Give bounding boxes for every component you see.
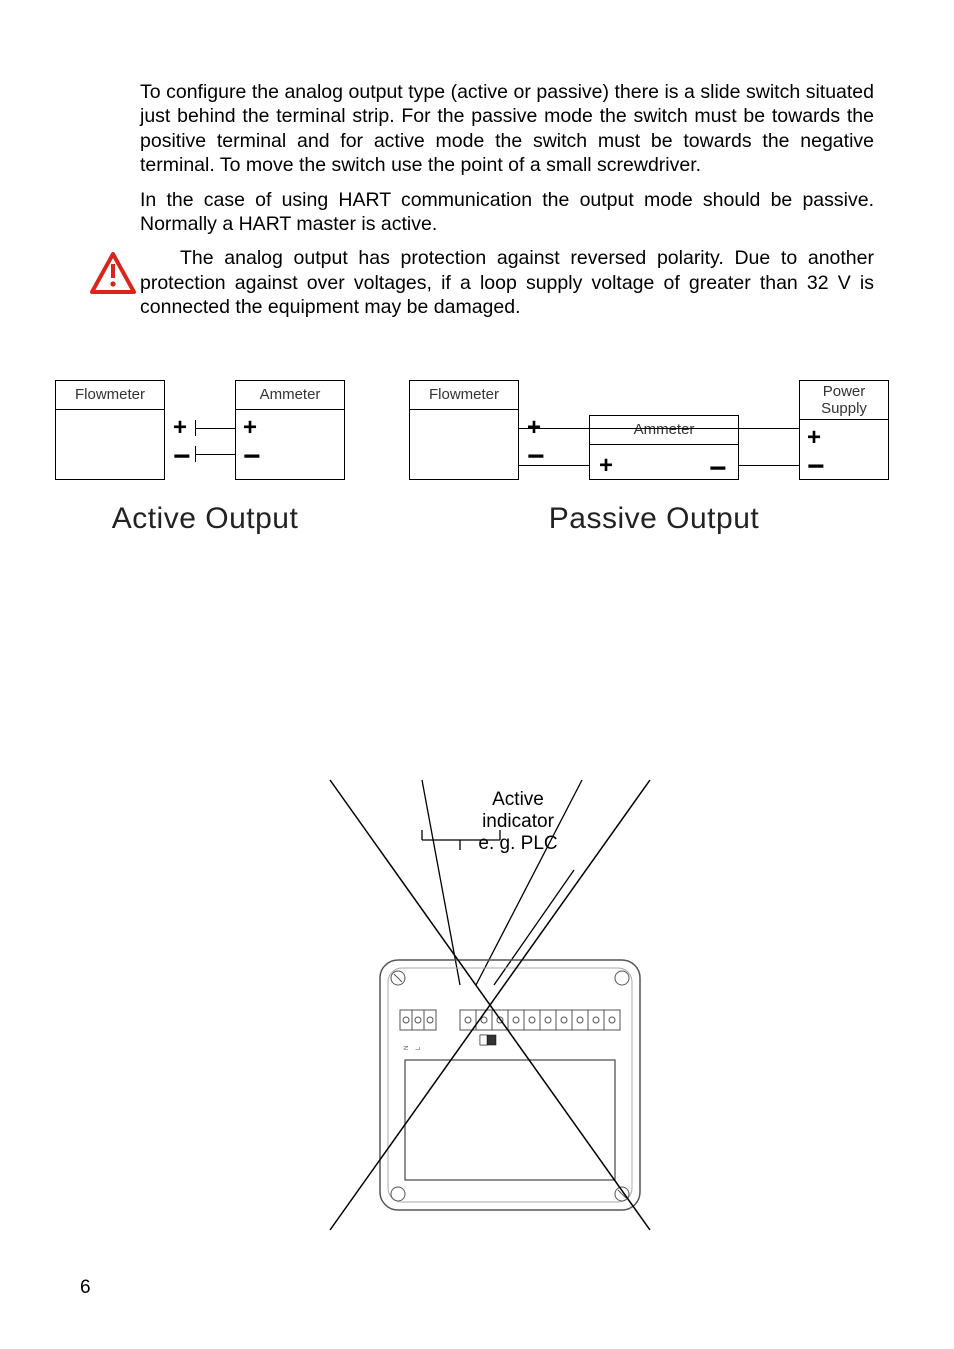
plus-icon: + [807,426,821,450]
passive-ammeter-box: Ammeter [589,415,739,445]
passive-flowmeter-body [409,410,519,480]
page-number: 6 [80,1277,91,1299]
paragraph-1: To configure the analog output type (act… [140,80,874,178]
warning-block: The analog output has protection against… [140,246,874,319]
warning-icon [90,252,140,299]
svg-text:N: N [404,1046,410,1050]
minus-icon: − [243,442,261,472]
device-label-line2: indicator [482,811,554,832]
paragraph-2: In the case of using HART communication … [140,188,874,237]
active-ammeter-box: Ammeter [235,380,345,410]
paragraph-3-warning: The analog output has protection against… [140,246,874,319]
plus-icon: + [243,416,257,440]
passive-flowmeter-box: Flowmeter [409,380,519,410]
minus-icon: − [807,452,825,482]
minus-icon: − [527,442,545,472]
active-flowmeter-box: Flowmeter [55,380,165,410]
device-label-line1: Active [492,789,544,810]
passive-power-supply-box: Power Supply [799,380,889,420]
device-label-line3: e. g. PLC [478,833,557,854]
device-wiring-diagram: Active indicator e. g. PLC [300,770,680,1240]
minus-icon: − [173,442,191,472]
page: To configure the analog output type (act… [0,0,954,1349]
plus-icon: + [173,416,187,440]
output-diagrams-row: Flowmeter + − Ammeter + − Active Output … [55,380,899,536]
minus-icon: − [709,454,727,484]
passive-output-diagram: Flowmeter + − Ammeter + − Power Supply +… [409,380,899,536]
active-flowmeter-body [55,410,165,480]
active-output-diagram: Flowmeter + − Ammeter + − Active Output [55,380,355,536]
svg-text:L: L [416,1046,422,1050]
active-output-caption: Active Output [55,502,355,536]
terminal-block-left [400,1010,436,1030]
plus-icon: + [599,454,613,478]
passive-output-caption: Passive Output [409,502,899,536]
